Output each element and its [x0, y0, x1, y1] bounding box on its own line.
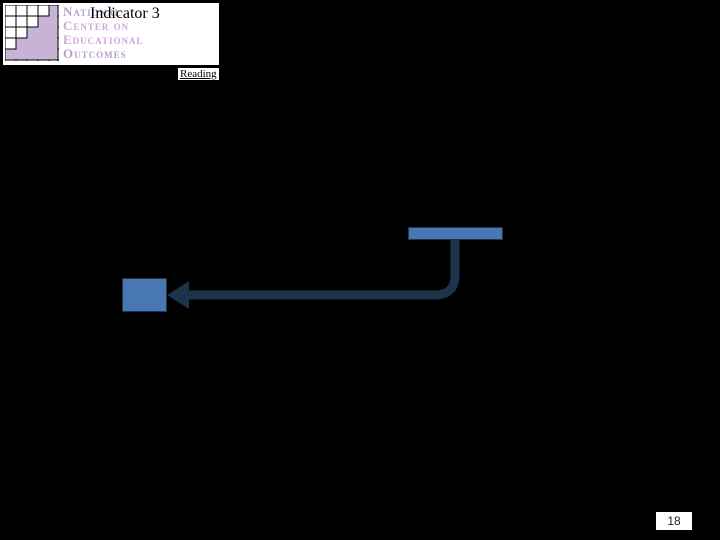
page-number-value: 18 [667, 514, 680, 528]
logo-grid-icon [5, 5, 59, 61]
page-title-text: Indicator 3 [90, 5, 160, 22]
page-title: Indicator 3 [90, 5, 160, 23]
reading-label: Reading [178, 68, 219, 80]
logo-line-4: Outcomes [63, 47, 217, 61]
diagram-edge-arrow [155, 225, 515, 345]
logo-line-3: Educational [63, 33, 217, 47]
page-number: 18 [656, 512, 692, 530]
